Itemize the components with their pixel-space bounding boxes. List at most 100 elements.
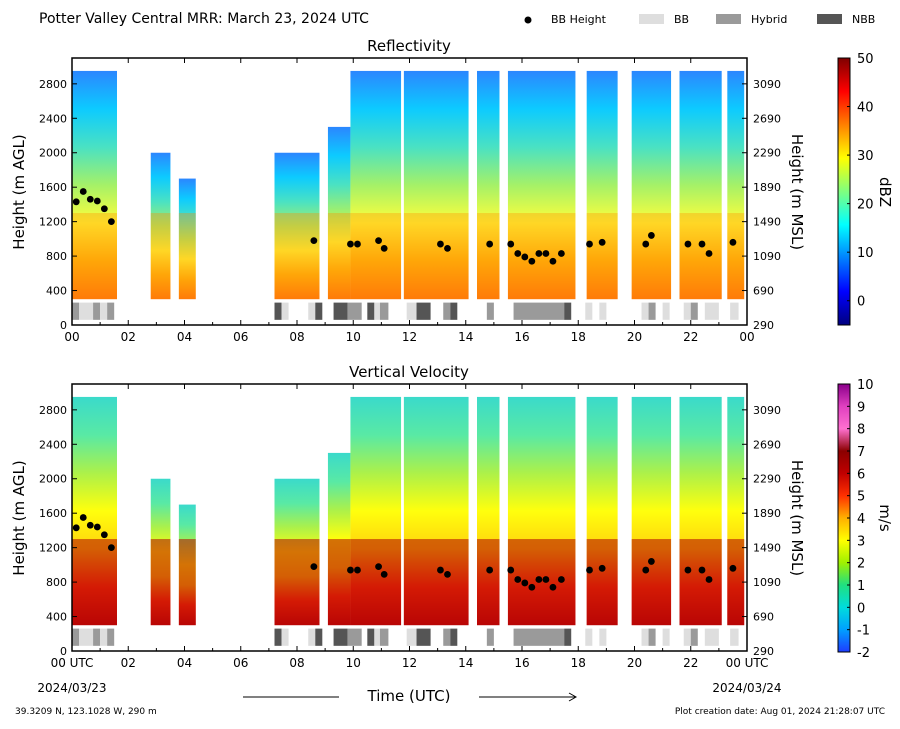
velocity-melting-band — [274, 539, 320, 626]
velocity-melting-band — [679, 539, 722, 626]
bb-legend-label: BB — [674, 13, 689, 26]
reflectivity-bb-height-point — [437, 240, 444, 248]
velocity-xtick-label: 20 — [627, 656, 642, 670]
velocity-melting-band — [631, 539, 672, 626]
velocity-bb-type-segment — [564, 628, 572, 646]
bb-legend-swatch — [639, 14, 664, 24]
reflectivity-bb-type-segment — [486, 302, 494, 320]
reflectivity-bb-height-point — [542, 250, 550, 257]
velocity-bb-height-point — [705, 576, 713, 583]
colorbar-1-tick-label: 9 — [857, 400, 865, 415]
velocity-melting-band — [586, 539, 618, 626]
reflectivity-melting-band — [631, 213, 672, 300]
reflectivity-ytick-label: 2400 — [39, 112, 67, 125]
reflectivity-bb-type-segment — [513, 302, 565, 320]
reflectivity-xtick-label: 02 — [121, 330, 136, 344]
velocity-bb-type-segment — [704, 628, 719, 646]
reflectivity-ytick-right-label: 290 — [753, 319, 774, 332]
velocity-bb-type-segment — [93, 628, 101, 646]
velocity-melting-band — [350, 539, 402, 626]
velocity-bb-height-point — [729, 564, 737, 572]
velocity-bb-height-point — [437, 566, 444, 574]
velocity-ytick-right-label: 2690 — [753, 438, 781, 451]
reflectivity-ytick-right-label: 2690 — [753, 112, 781, 125]
nbb-legend-swatch — [817, 14, 842, 24]
colorbar-1-tick-label: -1 — [857, 624, 870, 639]
velocity-bb-height-point — [107, 544, 115, 552]
velocity-bb-type-segment — [374, 628, 380, 646]
velocity-xtick-label: 18 — [571, 656, 586, 670]
reflectivity-melting-band — [178, 213, 196, 300]
reflectivity-bb-height-point — [375, 237, 382, 244]
velocity-colorbar-label: m/s — [876, 504, 894, 532]
velocity-bb-height-point — [542, 576, 550, 583]
velocity-title: Vertical Velocity — [349, 363, 469, 381]
velocity-melting-band — [403, 539, 469, 626]
velocity-ytick-right-label: 290 — [753, 645, 774, 658]
reflectivity-bb-type-segment — [367, 302, 375, 320]
reflectivity-bb-height-point — [549, 257, 557, 265]
velocity-ytick-right-label: 1490 — [753, 542, 781, 555]
reflectivity-xtick-label: 22 — [683, 330, 698, 344]
reflectivity-ytick-right-label: 2290 — [753, 147, 781, 160]
bb-height-legend-marker — [524, 16, 532, 24]
reflectivity-ytick-label: 2000 — [39, 147, 67, 160]
velocity-bb-type-segment — [662, 628, 670, 646]
colorbar-1-tick-label: 4 — [857, 512, 865, 527]
reflectivity-melting-band — [150, 213, 171, 300]
velocity-bb-height-point — [521, 579, 529, 587]
colorbar-1-tick-label: -2 — [857, 646, 870, 661]
velocity-bb-type-segment — [308, 628, 316, 646]
reflectivity-bb-type-segment — [374, 302, 380, 320]
reflectivity-echo-column — [507, 70, 576, 300]
reflectivity-bb-type-segment — [599, 302, 607, 320]
reflectivity-bb-height-point — [107, 218, 115, 226]
velocity-ytick-label: 2800 — [39, 404, 67, 417]
reflectivity-melting-band — [477, 213, 500, 300]
velocity-xtick-label: 12 — [402, 656, 417, 670]
velocity-bb-type-segment — [416, 628, 431, 646]
creation-date-text: Plot creation date: Aug 01, 2024 21:28:0… — [675, 707, 885, 717]
velocity-melting-band — [150, 539, 171, 626]
velocity-bb-type-segment — [367, 628, 375, 646]
reflectivity-bb-height-point — [705, 250, 713, 257]
colorbar-0-tick-label: 30 — [857, 149, 874, 164]
velocity-ylabel-right: Height (m MSL) — [788, 460, 806, 576]
reflectivity-melting-band — [403, 213, 469, 300]
reflectivity-bb-height-point — [514, 250, 522, 257]
reflectivity-bb-type-segment — [379, 302, 389, 320]
velocity-bb-height-point — [310, 563, 318, 570]
velocity-bb-type-segment — [641, 628, 649, 646]
reflectivity-bb-type-segment — [333, 302, 348, 320]
reflectivity-ytick-right-label: 3090 — [753, 78, 781, 91]
reflectivity-echo-column — [679, 70, 722, 300]
reflectivity-melting-band — [727, 213, 745, 300]
velocity-melting-band — [477, 539, 500, 626]
velocity-melting-band — [72, 539, 117, 626]
velocity-xtick-label: 08 — [289, 656, 304, 670]
reflectivity-bb-type-segment — [406, 302, 417, 320]
reflectivity-bb-height-point — [528, 257, 536, 265]
reflectivity-bb-height-point — [86, 195, 94, 203]
reflectivity-xtick-label: 00 — [64, 330, 79, 344]
reflectivity-bb-type-segment — [730, 302, 739, 320]
reflectivity-melting-band — [327, 213, 351, 300]
reflectivity-echo-column — [350, 70, 402, 300]
velocity-colorbar: -2 -1 0 1 2 3 4 5 6 7 8 9 10 — [837, 378, 874, 661]
velocity-bb-height-point — [486, 566, 494, 574]
velocity-xtick-label: 00 UTC — [726, 656, 769, 670]
hybrid-legend-swatch — [716, 14, 741, 24]
velocity-ytick-right-label: 1090 — [753, 576, 781, 589]
velocity-bb-type-segment — [315, 628, 323, 646]
velocity-ytick-label: 1600 — [39, 507, 67, 520]
reflectivity-melting-band — [350, 213, 402, 300]
velocity-xtick-label: 14 — [458, 656, 473, 670]
location-text: 39.3209 N, 123.1028 W, 290 m — [15, 707, 157, 717]
velocity-bb-type-segment — [730, 628, 739, 646]
velocity-bb-type-segment — [450, 628, 458, 646]
reflectivity-xtick-label: 18 — [571, 330, 586, 344]
reflectivity-echo-column — [178, 178, 196, 300]
reflectivity-bb-type-segment — [93, 302, 101, 320]
reflectivity-melting-band — [586, 213, 618, 300]
